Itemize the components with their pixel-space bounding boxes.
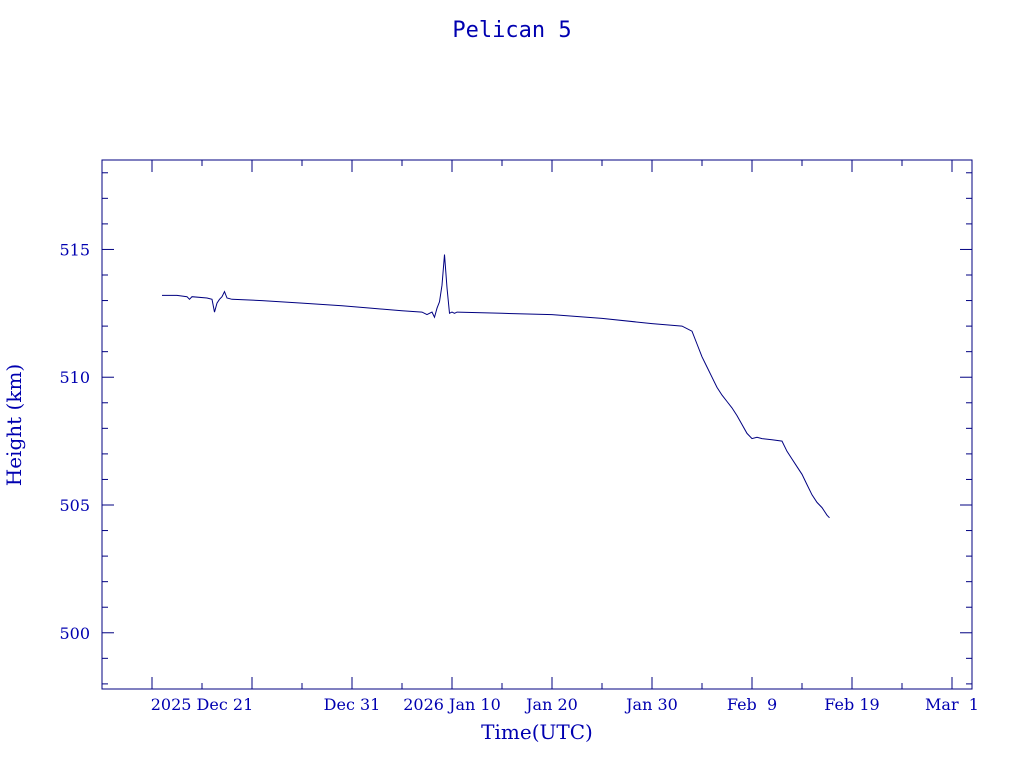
chart-title: Pelican 5 bbox=[452, 18, 571, 43]
height-series-line bbox=[162, 254, 830, 519]
x-tick-label: Feb 9 bbox=[727, 695, 777, 714]
x-tick-label: Feb 19 bbox=[824, 695, 879, 714]
x-tick-label: Jan 30 bbox=[624, 695, 678, 714]
plot-frame bbox=[101, 159, 973, 690]
x-tick-labels: 2025 Dec 21 Dec 31 2026 Jan 10 Jan 20 Jan 30… bbox=[151, 695, 979, 714]
y-tick-label: 515 bbox=[59, 240, 90, 259]
x-tick-label: 2025 Dec 21 bbox=[151, 695, 254, 714]
x-tick-label: Mar 1 bbox=[925, 695, 979, 714]
y-tick-label: 500 bbox=[59, 624, 90, 643]
x-tick-label: 2026 Jan 10 bbox=[403, 695, 501, 714]
tick-marks bbox=[102, 160, 972, 689]
y-tick-labels: 500 505 510 515 bbox=[59, 240, 90, 642]
x-axis-label: Time(UTC) bbox=[481, 720, 593, 744]
y-axis-label: Height (km) bbox=[2, 364, 26, 486]
x-tick-label: Dec 31 bbox=[324, 695, 381, 714]
y-tick-label: 510 bbox=[59, 368, 90, 387]
y-tick-label: 505 bbox=[59, 496, 90, 515]
x-tick-label: Jan 20 bbox=[524, 695, 578, 714]
